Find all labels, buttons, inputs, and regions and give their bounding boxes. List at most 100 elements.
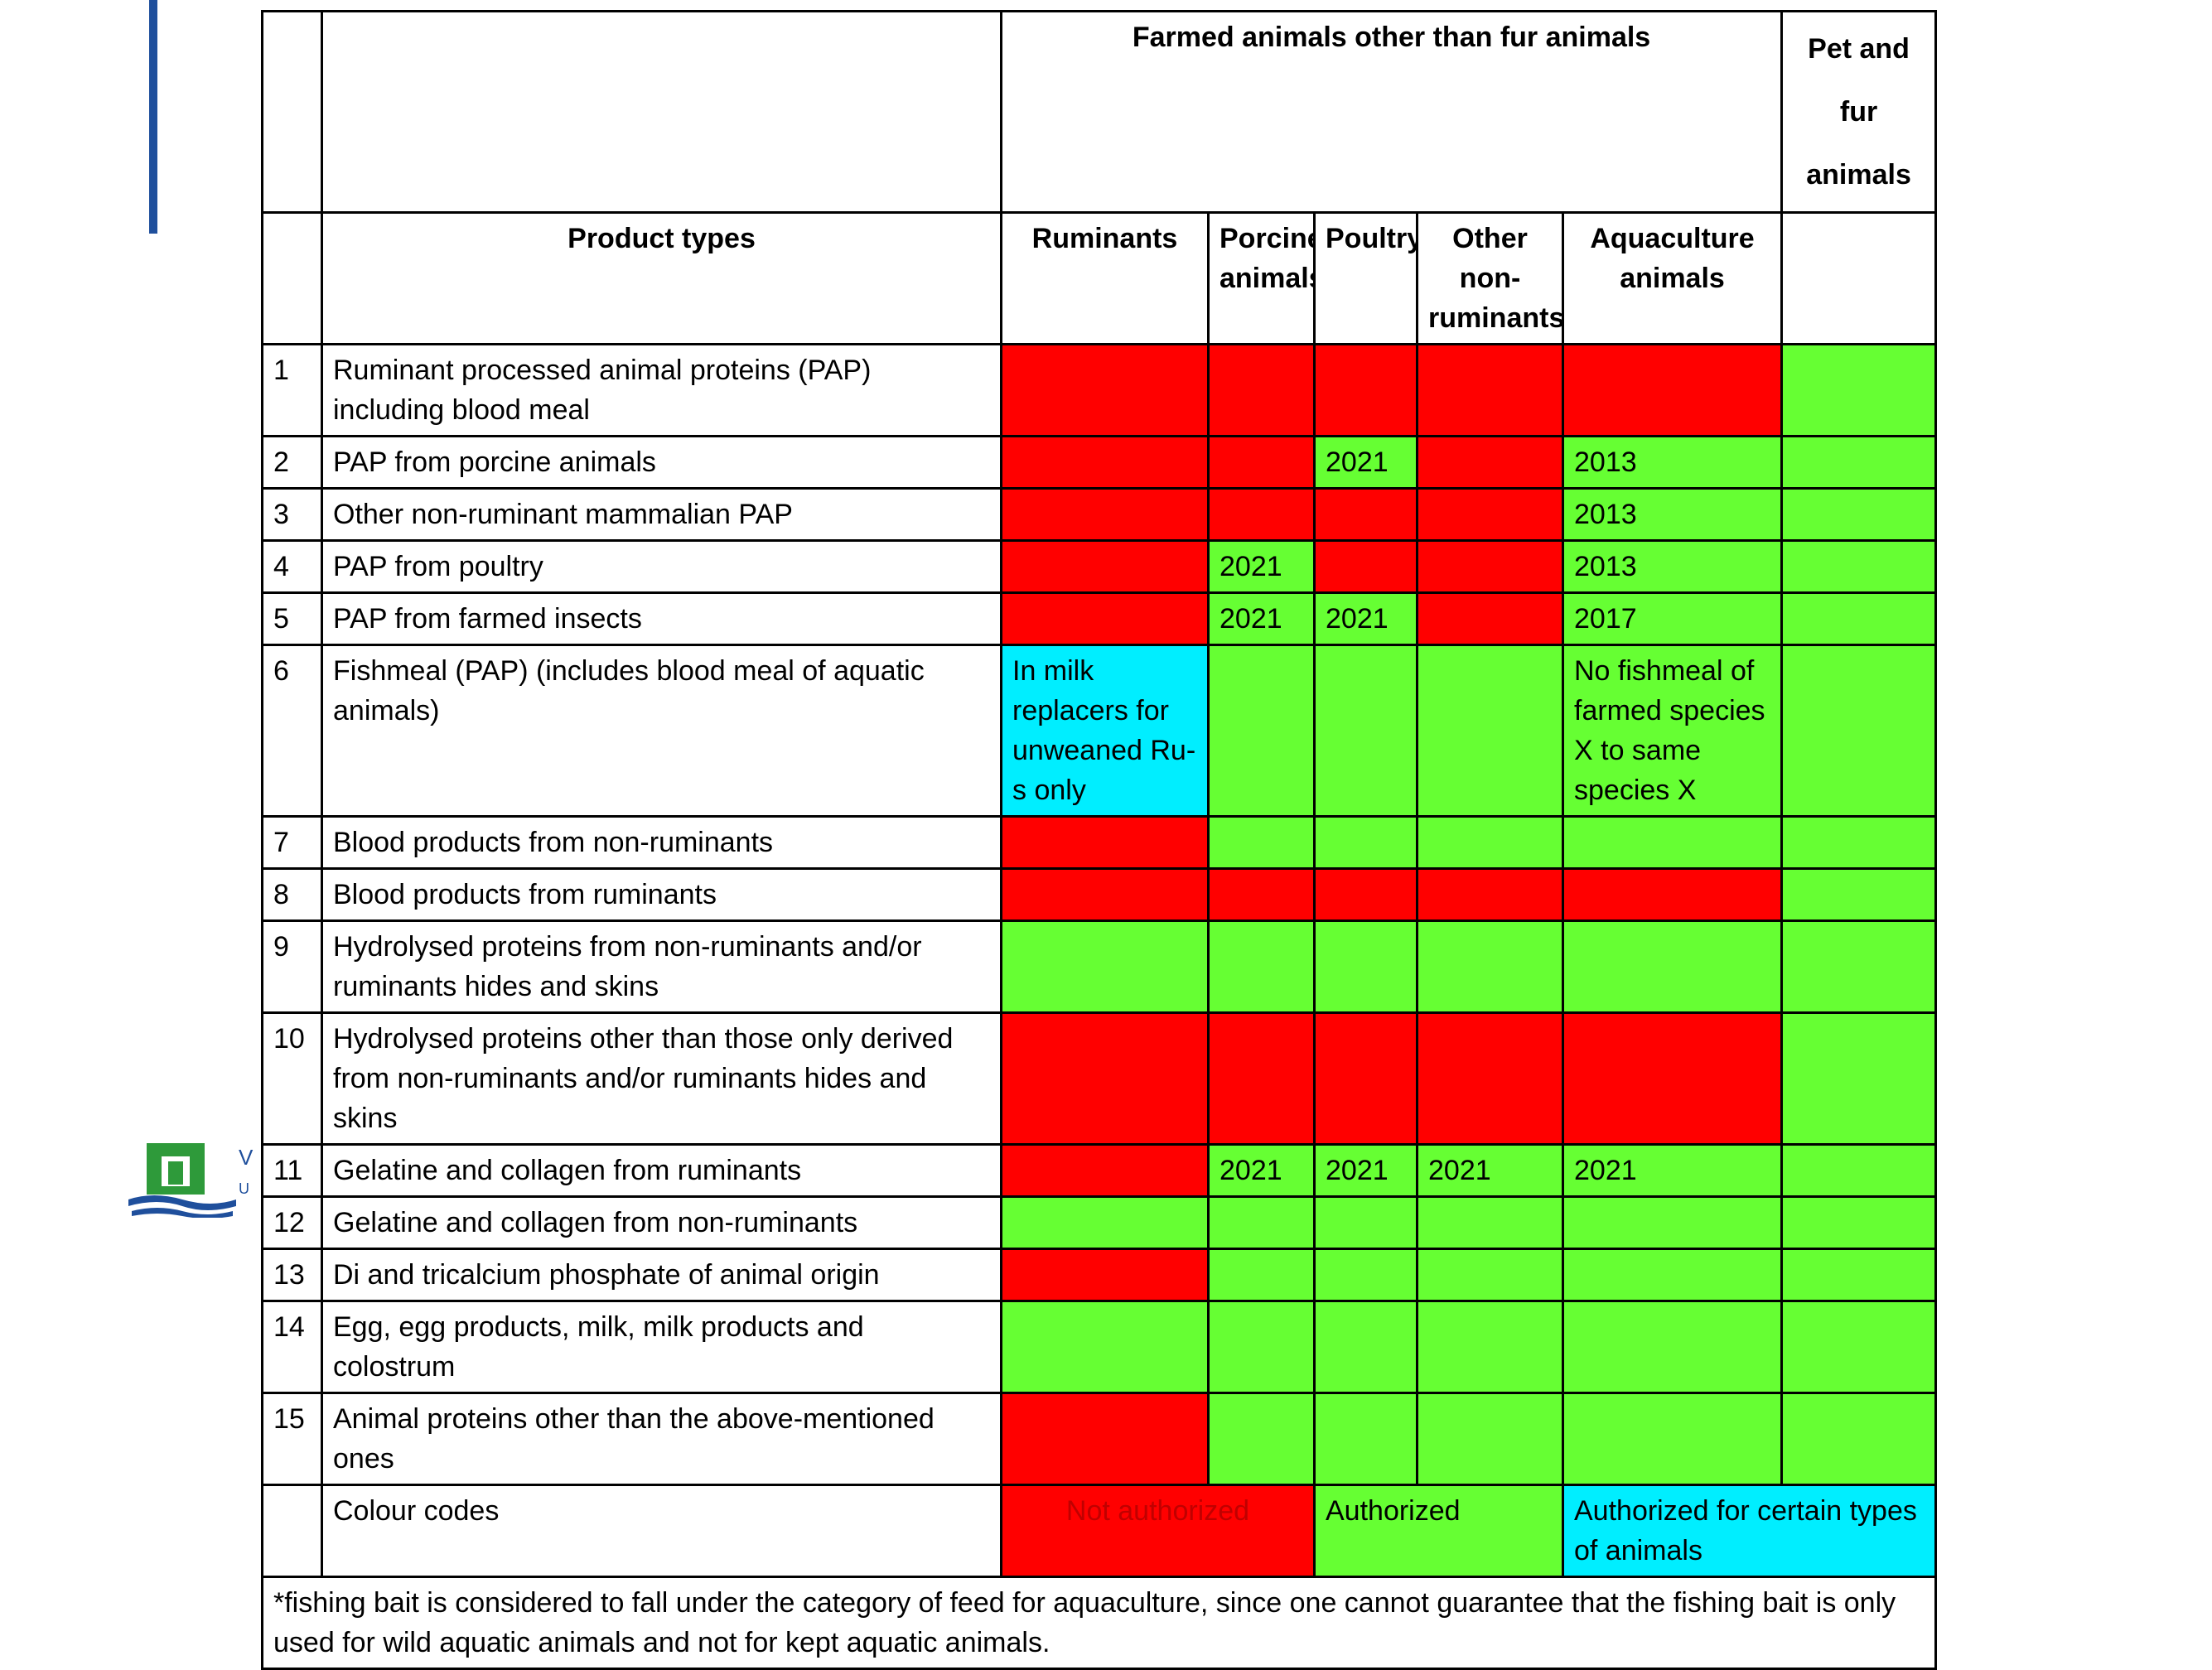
row-product-label: Animal proteins other than the above-men…: [321, 1392, 1002, 1486]
row-number: 1: [261, 343, 323, 437]
table-row: 13 Di and tricalcium phosphate of animal …: [261, 1248, 1938, 1302]
cell-poultry: 2021: [1313, 1143, 1418, 1198]
row-product-label: PAP from farmed insects: [321, 591, 1002, 646]
legend-label: Colour codes: [321, 1484, 1002, 1578]
cell-porcine: 2021: [1207, 539, 1316, 594]
header-col-pet-blank: [1780, 211, 1938, 345]
cell-ruminants: [1000, 343, 1210, 437]
cell-aquaculture: 2021: [1561, 1143, 1784, 1198]
row-number: 15: [261, 1392, 323, 1486]
table-row: 4 PAP from poultry 2021 2013: [261, 539, 1938, 594]
header-col-other-non-ruminants: Other non-ruminants: [1416, 211, 1564, 345]
cell-poultry: [1313, 1011, 1418, 1146]
row-product-label: Hydrolysed proteins other than those onl…: [321, 1011, 1002, 1146]
row-product-label: Fishmeal (PAP) (includes blood meal of a…: [321, 644, 1002, 818]
cell-porcine: [1207, 1195, 1316, 1250]
cell-pet-fur: [1780, 1195, 1938, 1250]
cell-porcine: [1207, 867, 1316, 922]
cell-poultry: [1313, 343, 1418, 437]
legend-authorized: Authorized: [1313, 1484, 1564, 1578]
cell-ruminants: [1000, 539, 1210, 594]
cell-other-non-ruminants: [1416, 1011, 1564, 1146]
cell-aquaculture: [1561, 815, 1784, 870]
row-number: 12: [261, 1195, 323, 1250]
row-number: 3: [261, 487, 323, 542]
cell-ruminants: [1000, 1011, 1210, 1146]
cell-porcine: [1207, 487, 1316, 542]
cell-other-non-ruminants: [1416, 591, 1564, 646]
cell-ruminants: [1000, 867, 1210, 922]
header-col-poultry: Poultry: [1313, 211, 1418, 345]
cell-pet-fur: [1780, 1300, 1938, 1394]
cell-other-non-ruminants: [1416, 1195, 1564, 1250]
row-number: 2: [261, 435, 323, 490]
cell-porcine: [1207, 919, 1316, 1014]
cell-ruminants: [1000, 435, 1210, 490]
cell-poultry: [1313, 1195, 1418, 1250]
cell-ruminants: In milk replacers for unweaned Ru-s only: [1000, 644, 1210, 818]
cell-pet-fur: [1780, 539, 1938, 594]
cell-poultry: 2021: [1313, 591, 1418, 646]
cell-ruminants: [1000, 1248, 1210, 1302]
header-group-farmed: Farmed animals other than fur animals: [999, 10, 1784, 214]
row-product-label: Egg, egg products, milk, milk products a…: [321, 1300, 1002, 1394]
row-product-label: PAP from poultry: [321, 539, 1002, 594]
logo-text: V U: [239, 1141, 253, 1204]
row-product-label: Di and tricalcium phosphate of animal or…: [321, 1248, 1002, 1302]
table-row: 10 Hydrolysed proteins other than those o…: [261, 1011, 1938, 1146]
cell-poultry: [1313, 539, 1418, 594]
header-col-ruminants: Ruminants: [1000, 211, 1210, 345]
cell-other-non-ruminants: [1416, 343, 1564, 437]
cell-poultry: [1313, 1248, 1418, 1302]
cell-porcine: [1207, 343, 1316, 437]
cell-other-non-ruminants: [1416, 1392, 1564, 1486]
cell-porcine: 2021: [1207, 591, 1316, 646]
logo-text-line-2: U: [239, 1180, 249, 1197]
cell-other-non-ruminants: [1416, 487, 1564, 542]
legend-certain-types: Authorized for certain types of animals: [1561, 1484, 1938, 1578]
header-no-cell: [261, 211, 323, 345]
table-row: 12 Gelatine and collagen from non-ruminan…: [261, 1195, 1938, 1250]
cell-aquaculture: [1561, 919, 1784, 1014]
row-product-label: Other non-ruminant mammalian PAP: [321, 487, 1002, 542]
cell-poultry: [1313, 867, 1418, 922]
row-number: 14: [261, 1300, 323, 1394]
cell-aquaculture: 2013: [1561, 487, 1784, 542]
cell-poultry: [1313, 815, 1418, 870]
cell-pet-fur: [1780, 435, 1938, 490]
cell-pet-fur: [1780, 1392, 1938, 1486]
row-number: 11: [261, 1143, 323, 1198]
cell-poultry: 2021: [1313, 435, 1418, 490]
row-number: 5: [261, 591, 323, 646]
cell-pet-fur: [1780, 1011, 1938, 1146]
cell-aquaculture: [1561, 1011, 1784, 1146]
cell-porcine: [1207, 1300, 1316, 1394]
table-row: 9 Hydrolysed proteins from non-ruminants …: [261, 919, 1938, 1014]
cell-porcine: [1207, 1392, 1316, 1486]
row-product-label: Hydrolysed proteins from non-ruminants a…: [321, 919, 1002, 1014]
cell-aquaculture: 2013: [1561, 435, 1784, 490]
logo-text-line-1: V: [239, 1145, 254, 1170]
cell-ruminants: [1000, 1300, 1210, 1394]
feed-table-container: Farmed animals other than fur animals Pe…: [260, 10, 1938, 1670]
cell-aquaculture: [1561, 1248, 1784, 1302]
row-number: 6: [261, 644, 323, 818]
cell-ruminants: [1000, 1195, 1210, 1250]
table-row: 11 Gelatine and collagen from ruminants 20…: [261, 1143, 1938, 1198]
cell-pet-fur: [1780, 1143, 1938, 1198]
header-group-pet: Pet and fur animals: [1780, 10, 1938, 214]
cell-porcine: [1207, 815, 1316, 870]
cell-pet-fur: [1780, 487, 1938, 542]
cell-aquaculture: [1561, 343, 1784, 437]
cell-other-non-ruminants: [1416, 815, 1564, 870]
cell-other-non-ruminants: [1416, 919, 1564, 1014]
cell-aquaculture: [1561, 867, 1784, 922]
header-blank-cell: [321, 10, 1002, 214]
row-product-label: Gelatine and collagen from ruminants: [321, 1143, 1002, 1198]
table-row: 2 PAP from porcine animals 2021 2013: [261, 435, 1938, 490]
row-product-label: PAP from porcine animals: [321, 435, 1002, 490]
cell-ruminants: [1000, 1143, 1210, 1198]
cell-other-non-ruminants: [1416, 435, 1564, 490]
row-number: 9: [261, 919, 323, 1014]
cell-pet-fur: [1780, 867, 1938, 922]
